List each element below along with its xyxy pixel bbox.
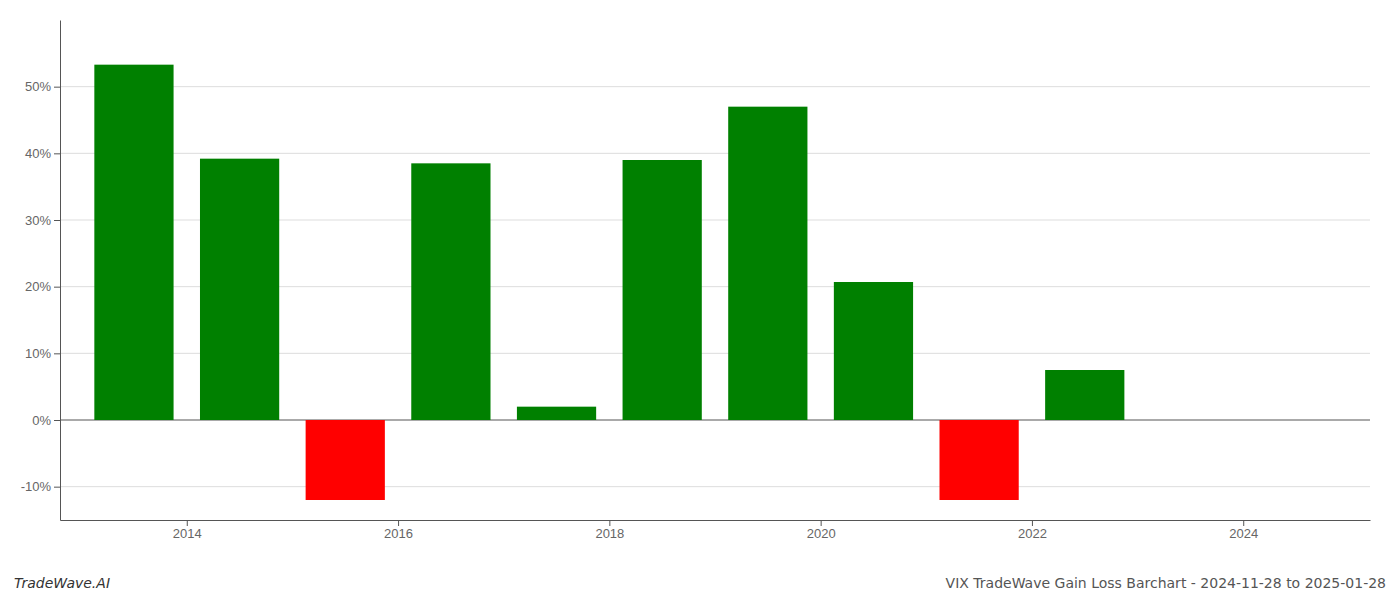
y-tick-mark — [54, 287, 60, 288]
bar — [306, 420, 385, 500]
bar — [939, 420, 1018, 500]
bar — [728, 107, 807, 420]
watermark: TradeWave.AI — [14, 575, 110, 591]
y-tick-mark — [54, 153, 60, 154]
plot: -10% 0% 10% 20% 30% 40% 50% 2014 2016 2018 2020 202… — [21, 21, 1371, 542]
x-tick: 2018 — [595, 520, 624, 541]
y-tick-label: 10% — [25, 346, 51, 361]
title: VIX TradeWave Gain Loss Barchart - 2024-… — [946, 575, 1386, 591]
y-tick-mark — [54, 87, 60, 88]
x-tick-mark — [821, 520, 822, 526]
y-tick-label: 30% — [25, 213, 51, 228]
x-tick-mark — [398, 520, 399, 526]
x-tick-label: 2016 — [384, 526, 413, 541]
y-tick-label: 50% — [25, 79, 51, 94]
x-tick: 2022 — [1018, 520, 1047, 541]
y-tick-label: 20% — [25, 279, 51, 294]
y-tick-label: 40% — [25, 146, 51, 161]
y-tick-mark — [54, 353, 60, 354]
x-tick-label: 2024 — [1229, 526, 1258, 541]
bar — [200, 159, 279, 420]
x-tick-mark — [1243, 520, 1244, 526]
x-tick-mark — [609, 520, 610, 526]
x-tick-mark — [1032, 520, 1033, 526]
bar — [411, 163, 490, 420]
x-tick: 2016 — [384, 520, 413, 541]
x-axis: 2014 2016 2018 2020 2022 2024 — [61, 520, 1371, 541]
x-tick-label: 2022 — [1018, 526, 1047, 541]
x-tick-mark — [187, 520, 188, 526]
y-axis: -10% 0% 10% 20% 30% 40% 50% — [21, 21, 61, 521]
bars — [94, 65, 1124, 500]
x-tick-label: 2020 — [807, 526, 836, 541]
bar — [834, 282, 913, 420]
x-tick: 2020 — [807, 520, 836, 541]
y-tick: 10% — [25, 346, 60, 361]
y-tick: 0% — [32, 413, 60, 428]
y-tick: 40% — [25, 146, 60, 161]
chart: -10% 0% 10% 20% 30% 40% 50% 2014 2016 2018 2020 202… — [0, 0, 1400, 600]
x-tick-label: 2014 — [173, 526, 202, 541]
grid-line — [60, 86, 1370, 87]
x-tick: 2024 — [1229, 520, 1258, 541]
grid-line — [60, 486, 1370, 487]
x-tick-label: 2018 — [595, 526, 624, 541]
y-tick-mark — [54, 220, 60, 221]
y-tick: 30% — [25, 213, 60, 228]
x-tick: 2014 — [173, 520, 202, 541]
y-tick: 20% — [25, 279, 60, 294]
y-axis-line — [60, 21, 61, 521]
grid-line — [60, 153, 1370, 154]
y-tick-mark — [54, 487, 60, 488]
bar — [1045, 370, 1124, 420]
y-tick-label: -10% — [21, 479, 52, 494]
y-tick-label: 0% — [32, 413, 51, 428]
x-axis-line — [61, 520, 1371, 521]
y-tick: -10% — [21, 479, 60, 494]
y-tick-mark — [54, 420, 60, 421]
grid — [60, 87, 1370, 487]
bar — [94, 65, 173, 420]
y-tick: 50% — [25, 79, 60, 94]
bar — [517, 407, 596, 420]
bar — [623, 160, 702, 420]
